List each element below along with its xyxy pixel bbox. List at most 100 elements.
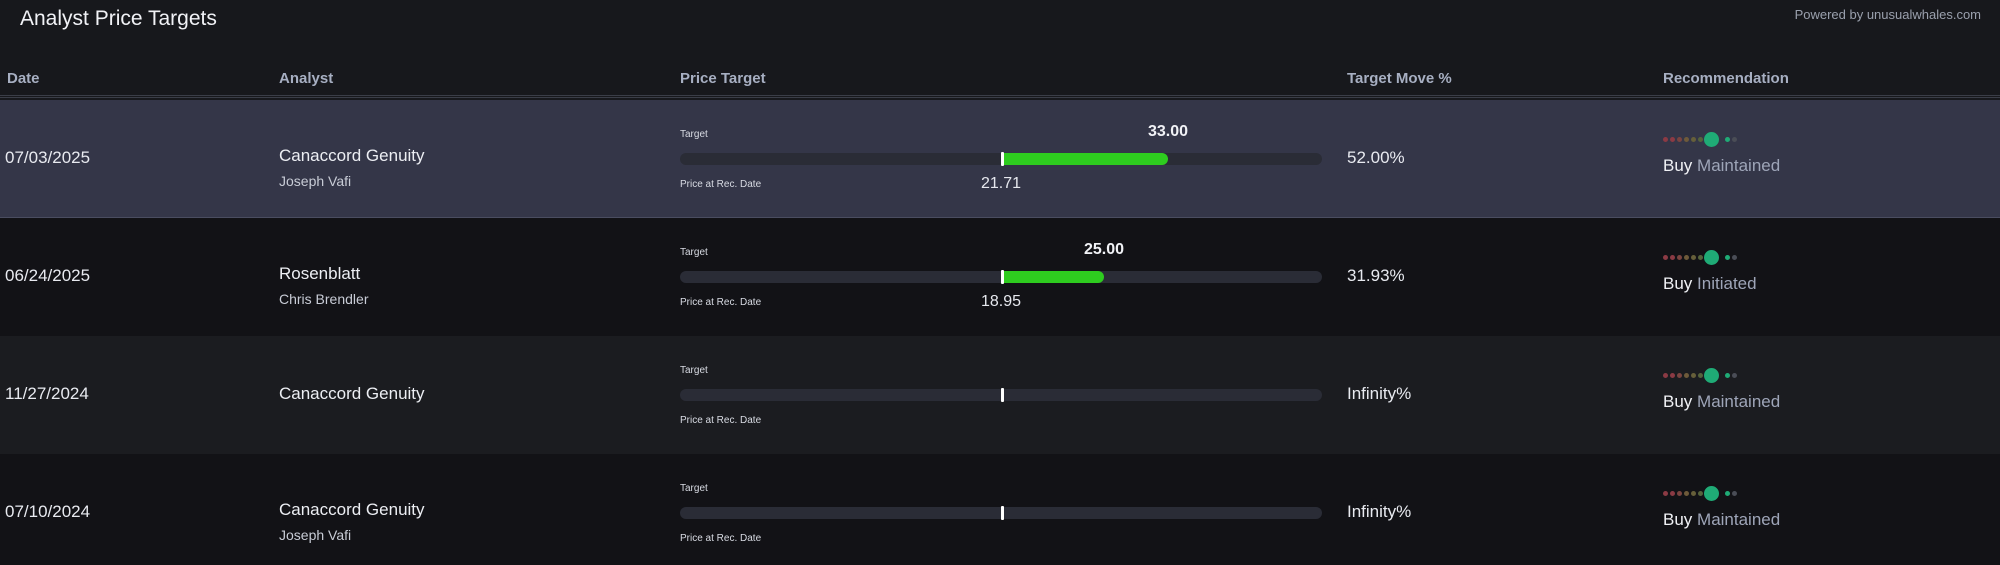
- row-firm: Canaccord Genuity: [279, 146, 425, 165]
- rating-dot: [1698, 373, 1703, 378]
- row-date: 11/27/2024: [5, 384, 89, 403]
- price-at-rec-value: 18.95: [980, 293, 1022, 310]
- rec-price-marker: [1001, 506, 1004, 520]
- rec-price-marker: [1001, 152, 1004, 166]
- target-label: Target: [680, 483, 708, 494]
- rating-dot: [1698, 255, 1703, 260]
- table-header: Date Analyst Price Target Target Move % …: [0, 64, 2000, 98]
- bar-fill: [1001, 271, 1104, 283]
- rating-dot: [1684, 137, 1689, 142]
- rating-scale: [1663, 250, 1743, 265]
- target-move-percent: Infinity%: [1347, 502, 1412, 521]
- target-label: Target: [680, 365, 708, 376]
- table-row[interactable]: 07/10/2024 Canaccord Genuity Joseph Vafi Ta…: [0, 454, 2000, 565]
- row-date: 06/24/2025: [5, 266, 91, 285]
- rating-dot: [1663, 137, 1668, 142]
- powered-by-link[interactable]: Powered by unusualwhales.com: [1794, 7, 1981, 22]
- rating-dot: [1663, 255, 1668, 260]
- rating-scale: [1663, 368, 1743, 383]
- recommendation-status: Maintained: [1697, 392, 1781, 411]
- page-title: Analyst Price Targets: [20, 7, 217, 30]
- rating-scale: [1663, 132, 1743, 147]
- rating-dot: [1732, 491, 1737, 496]
- price-target-bar: Target Price at Rec. Date 25.00 18.95: [680, 218, 1322, 336]
- rec-price-marker: [1001, 270, 1004, 284]
- rating-dot: [1670, 373, 1675, 378]
- rating-dot: [1691, 491, 1696, 496]
- rating-dot: [1732, 137, 1737, 142]
- recommendation-status: Maintained: [1697, 156, 1781, 175]
- row-analyst-name: Chris Brendler: [279, 291, 369, 307]
- column-header-target-move[interactable]: Target Move %: [1347, 70, 1452, 87]
- row-firm: Canaccord Genuity: [279, 500, 425, 519]
- table-row[interactable]: 11/27/2024 Canaccord Genuity Target Price a…: [0, 336, 2000, 454]
- price-at-rec-label: Price at Rec. Date: [680, 179, 762, 190]
- price-target-bar: Target Price at Rec. Date 33.00 21.71: [680, 100, 1322, 218]
- target-move-percent: Infinity%: [1347, 384, 1412, 403]
- rating-dot: [1725, 491, 1730, 496]
- rating-dot: [1698, 137, 1703, 142]
- rating-dot: [1663, 373, 1668, 378]
- price-at-rec-label: Price at Rec. Date: [680, 297, 762, 308]
- column-header-recommendation[interactable]: Recommendation: [1663, 70, 1789, 87]
- recommendation-action: Buy: [1663, 392, 1693, 411]
- target-value: 25.00: [1083, 241, 1125, 258]
- column-header-date[interactable]: Date: [7, 70, 40, 87]
- rating-dot: [1691, 137, 1696, 142]
- rating-dot: [1732, 255, 1737, 260]
- recommendation: Buy Maintained: [1663, 156, 1780, 176]
- rating-scale: [1663, 486, 1743, 501]
- bar-fill: [1001, 153, 1168, 165]
- rating-dot: [1670, 491, 1675, 496]
- rec-price-marker: [1001, 388, 1004, 402]
- recommendation-action: Buy: [1663, 274, 1693, 293]
- target-move-percent: 31.93%: [1347, 266, 1405, 285]
- rating-dot: [1677, 137, 1682, 142]
- row-firm: Canaccord Genuity: [279, 384, 425, 403]
- rating-dot: [1732, 373, 1737, 378]
- rating-dot: [1663, 491, 1668, 496]
- rating-dot: [1670, 255, 1675, 260]
- rating-dot: [1684, 255, 1689, 260]
- target-label: Target: [680, 247, 708, 258]
- rating-dot: [1677, 373, 1682, 378]
- target-move-percent: 52.00%: [1347, 148, 1405, 167]
- rating-active-dot: [1704, 132, 1719, 147]
- recommendation-status: Initiated: [1697, 274, 1757, 293]
- rating-dot: [1677, 255, 1682, 260]
- column-header-analyst[interactable]: Analyst: [279, 70, 334, 87]
- rating-dot: [1725, 255, 1730, 260]
- rating-active-dot: [1704, 250, 1719, 265]
- recommendation: Buy Maintained: [1663, 392, 1780, 412]
- row-firm: Rosenblatt: [279, 264, 361, 283]
- table-row[interactable]: 07/03/2025 Canaccord Genuity Joseph Vafi Ta…: [0, 100, 2000, 218]
- recommendation-action: Buy: [1663, 510, 1693, 529]
- row-analyst-name: Joseph Vafi: [279, 527, 352, 543]
- rating-dot: [1670, 137, 1675, 142]
- target-label: Target: [680, 129, 708, 140]
- rating-active-dot: [1704, 368, 1719, 383]
- row-date: 07/10/2024: [5, 502, 91, 521]
- table-row[interactable]: 06/24/2025 Rosenblatt Chris Brendler Target…: [0, 218, 2000, 336]
- rating-dot: [1725, 373, 1730, 378]
- rating-dot: [1684, 373, 1689, 378]
- rating-dot: [1677, 491, 1682, 496]
- target-value: 33.00: [1147, 123, 1189, 140]
- recommendation-status: Maintained: [1697, 510, 1781, 529]
- recommendation: Buy Initiated: [1663, 274, 1757, 294]
- price-target-bar: Target Price at Rec. Date: [680, 336, 1322, 454]
- column-header-price-target[interactable]: Price Target: [680, 70, 766, 87]
- rating-active-dot: [1704, 486, 1719, 501]
- price-at-rec-label: Price at Rec. Date: [680, 415, 762, 426]
- price-target-bar: Target Price at Rec. Date: [680, 454, 1322, 565]
- rating-dot: [1725, 137, 1730, 142]
- recommendation: Buy Maintained: [1663, 510, 1780, 530]
- rating-dot: [1698, 491, 1703, 496]
- rating-dot: [1684, 491, 1689, 496]
- rating-dot: [1691, 373, 1696, 378]
- rating-dot: [1691, 255, 1696, 260]
- row-date: 07/03/2025: [5, 148, 91, 167]
- row-analyst-name: Joseph Vafi: [279, 173, 352, 189]
- price-at-rec-label: Price at Rec. Date: [680, 533, 762, 544]
- price-at-rec-value: 21.71: [980, 175, 1022, 192]
